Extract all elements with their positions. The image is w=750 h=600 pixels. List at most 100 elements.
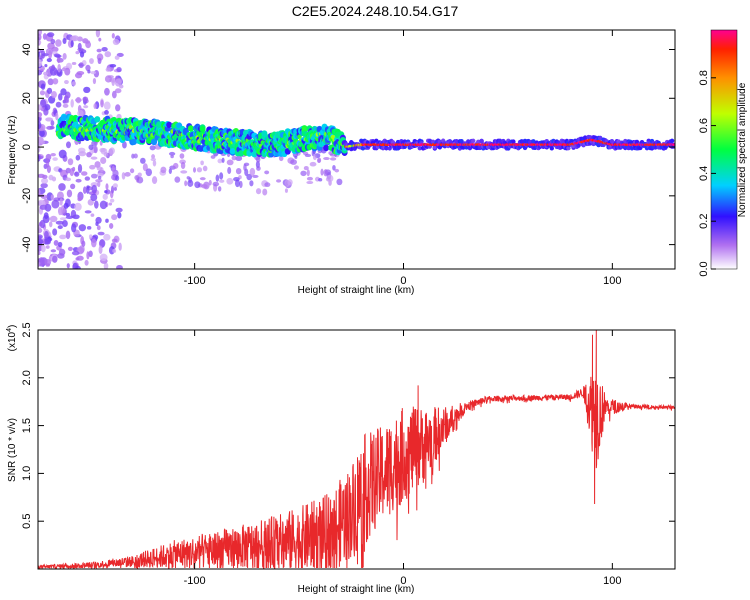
heatmap-ridge-cell [166, 121, 173, 129]
heatmap-noise-blob [264, 170, 270, 175]
snr-y-tick-label: 0.5 [21, 514, 33, 529]
spectrogram-x-tick-label: 100 [603, 275, 621, 287]
heatmap-noise-blob [39, 99, 47, 108]
heatmap-noise-blob [75, 154, 81, 161]
heatmap-noise-blob [117, 211, 122, 219]
heatmap-noise-blob [151, 176, 158, 185]
heatmap-ridge-cell [582, 135, 588, 140]
heatmap-noise-blob [62, 37, 67, 44]
heatmap-noise-blob [111, 90, 117, 99]
colorbar-gradient [710, 29, 738, 270]
heatmap-noise-blob [70, 99, 74, 108]
heatmap-noise-blob [38, 50, 41, 57]
heatmap-noise-blob [38, 137, 44, 144]
heatmap-ridge-cell [511, 139, 516, 144]
heatmap-noise-blob [186, 176, 191, 180]
heatmap-noise-blob [53, 240, 59, 246]
heatmap-noise-blob [58, 183, 66, 191]
colorbar-tick-label: 0.2 [698, 214, 710, 229]
heatmap-noise-blob [65, 167, 71, 174]
heatmap-noise-blob [71, 35, 79, 42]
heatmap-noise-blob [174, 176, 181, 183]
heatmap-noise-blob [45, 153, 52, 161]
heatmap-noise-blob [255, 156, 261, 163]
heatmap-noise-blob [145, 168, 153, 177]
heatmap-noise-blob [219, 172, 224, 180]
heatmap-noise-blob [100, 99, 104, 108]
heatmap-noise-blob [109, 63, 117, 68]
heatmap-noise-blob [329, 157, 337, 161]
heatmap-noise-blob [78, 151, 87, 157]
heatmap-noise-blob [98, 245, 103, 255]
heatmap-noise-blob [262, 188, 268, 196]
heatmap-noise-blob [58, 149, 67, 159]
heatmap-noise-blob [100, 156, 107, 165]
heatmap-noise-blob [43, 212, 49, 219]
heatmap-ridge-cell [60, 114, 67, 122]
heatmap-noise-blob [44, 230, 49, 239]
heatmap-noise-blob [116, 66, 122, 73]
heatmap-noise-blob [173, 162, 179, 169]
heatmap-ridge-cell [566, 145, 571, 151]
page-title: C2E5.2024.248.10.54.G17 [291, 3, 459, 19]
heatmap-ridge-cell [549, 146, 554, 151]
heatmap-noise-blob [46, 58, 52, 63]
heatmap-noise-blob [40, 182, 48, 189]
heatmap-ridge-cell [384, 146, 389, 151]
colorbar-tick-label: 0.4 [698, 166, 710, 181]
heatmap-noise-blob [112, 38, 120, 46]
heatmap-noise-blob [179, 153, 185, 159]
heatmap-noise-blob [46, 87, 53, 94]
heatmap-noise-blob [93, 145, 98, 154]
heatmap-noise-blob [48, 174, 54, 181]
heatmap-noise-blob [52, 228, 58, 236]
heatmap-noise-blob [78, 224, 87, 232]
heatmap-noise-blob [276, 179, 282, 183]
heatmap-noise-blob [215, 174, 220, 182]
snr-scale-prefix: (x10 [7, 331, 18, 351]
heatmap-noise-blob [38, 155, 41, 162]
spectrogram-panel: -100 0 100 -40 -20 0 20 40 Height of straight l… [7, 29, 676, 296]
heatmap-noise-blob [100, 167, 104, 173]
snr-y-tick-label: 1.0 [21, 466, 33, 481]
heatmap-noise-blob [115, 207, 123, 213]
heatmap-noise-blob [95, 179, 103, 183]
heatmap-noise-blob [115, 104, 121, 112]
heatmap-noise-blob [103, 233, 111, 241]
heatmap-noise-blob [264, 182, 271, 188]
heatmap-noise-blob [103, 262, 109, 269]
heatmap-noise-blob [97, 175, 102, 180]
heatmap-noise-blob [62, 99, 66, 104]
heatmap-noise-blob [202, 165, 208, 172]
heatmap-noise-blob [249, 180, 254, 187]
heatmap-noise-blob [300, 170, 307, 177]
heatmap-noise-blob [38, 59, 43, 68]
heatmap-noise-blob [131, 153, 135, 159]
heatmap-noise-blob [239, 180, 243, 189]
heatmap-noise-blob [48, 66, 56, 70]
heatmap-noise-blob [74, 202, 82, 211]
heatmap-noise-blob [105, 218, 109, 223]
heatmap-noise-blob [219, 179, 225, 183]
heatmap-noise-blob [129, 168, 135, 174]
heatmap-noise-blob [109, 222, 114, 229]
heatmap-ridge-cell [598, 136, 603, 141]
heatmap-noise-blob [65, 141, 72, 149]
heatmap-noise-blob [306, 169, 310, 177]
heatmap-noise-blob [217, 186, 222, 192]
heatmap-noise-blob [90, 70, 96, 75]
heatmap-noise-blob [87, 69, 91, 74]
heatmap-noise-blob [38, 69, 43, 76]
heatmap-noise-blob [121, 172, 126, 180]
heatmap-noise-blob [58, 208, 62, 214]
snr-y-tick-label: 1.5 [21, 418, 33, 433]
heatmap-noise-blob [63, 202, 69, 209]
heatmap-noise-blob [252, 174, 259, 178]
heatmap-noise-blob [62, 219, 68, 228]
heatmap-noise-blob [142, 163, 148, 172]
heatmap-noise-blob [40, 244, 46, 253]
colorbar-tick-label: 0.6 [698, 118, 710, 133]
heatmap-ridge-cell [238, 150, 245, 157]
heatmap-noise-blob [66, 189, 73, 198]
heatmap-noise-blob [149, 145, 156, 151]
